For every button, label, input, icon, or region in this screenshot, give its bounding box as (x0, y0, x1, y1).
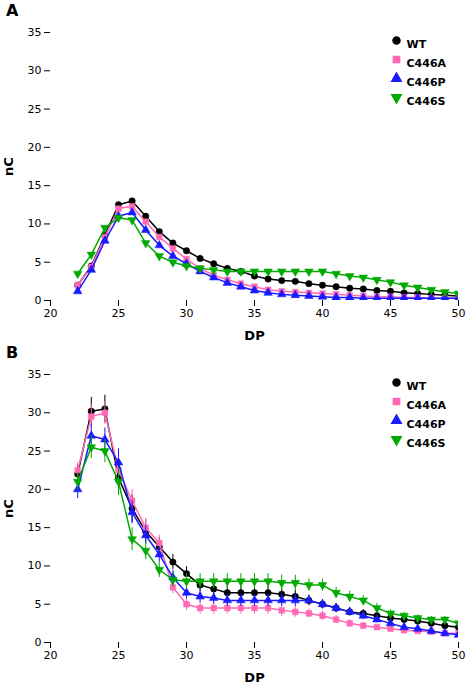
svg-text:C446A: C446A (407, 57, 447, 70)
svg-text:10: 10 (28, 559, 42, 572)
svg-text:C446S: C446S (407, 437, 446, 450)
svg-text:DP: DP (244, 328, 264, 343)
svg-text:DP: DP (244, 670, 264, 685)
svg-text:10: 10 (28, 217, 42, 230)
svg-text:35: 35 (28, 368, 42, 381)
svg-text:20: 20 (44, 649, 58, 662)
svg-text:30: 30 (180, 649, 194, 662)
svg-text:C446P: C446P (407, 418, 446, 431)
svg-text:30: 30 (28, 406, 42, 419)
svg-text:40: 40 (316, 649, 330, 662)
svg-text:WT: WT (407, 380, 427, 393)
svg-text:0: 0 (35, 294, 42, 307)
svg-text:C446S: C446S (407, 95, 446, 108)
svg-text:35: 35 (28, 26, 42, 39)
svg-text:30: 30 (180, 307, 194, 320)
svg-text:5: 5 (35, 256, 42, 269)
svg-text:nC: nC (1, 499, 16, 518)
svg-text:35: 35 (248, 307, 262, 320)
svg-text:C446A: C446A (407, 399, 447, 412)
svg-text:25: 25 (28, 103, 42, 116)
svg-text:5: 5 (35, 598, 42, 611)
svg-text:25: 25 (112, 649, 126, 662)
svg-text:50: 50 (452, 649, 466, 662)
svg-text:45: 45 (384, 649, 398, 662)
svg-text:0: 0 (35, 636, 42, 649)
svg-text:nC: nC (1, 157, 16, 176)
html-text:B: B (6, 343, 19, 362)
svg-text:50: 50 (452, 307, 466, 320)
svg-text:20: 20 (28, 141, 42, 154)
svg-text:20: 20 (28, 483, 42, 496)
svg-text:C446P: C446P (407, 76, 446, 89)
html-text:A: A (6, 1, 19, 20)
svg-text:20: 20 (44, 307, 58, 320)
svg-text:40: 40 (316, 307, 330, 320)
svg-text:35: 35 (248, 649, 262, 662)
svg-text:45: 45 (384, 307, 398, 320)
svg-text:15: 15 (28, 521, 42, 534)
svg-text:25: 25 (28, 445, 42, 458)
svg-text:WT: WT (407, 38, 427, 51)
svg-text:30: 30 (28, 64, 42, 77)
svg-text:15: 15 (28, 179, 42, 192)
svg-text:25: 25 (112, 307, 126, 320)
